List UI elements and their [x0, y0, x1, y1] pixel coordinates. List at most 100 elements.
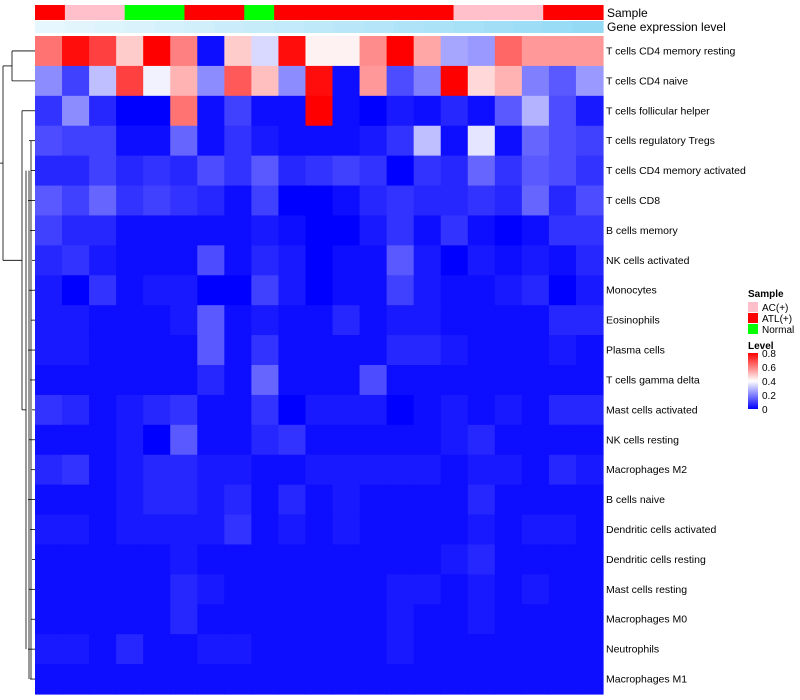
heatmap-cell — [116, 125, 144, 157]
heatmap-cell — [143, 155, 171, 187]
heatmap-cell — [494, 365, 523, 396]
heatmap-cell — [386, 155, 415, 187]
heatmap-cell — [521, 484, 550, 516]
heatmap-cell — [35, 275, 63, 306]
heatmap-cell — [413, 95, 442, 127]
heatmap-cell — [467, 125, 496, 157]
heatmap-cell — [197, 185, 225, 217]
heatmap-cell — [116, 36, 144, 67]
heatmap-cell — [143, 544, 171, 575]
heatmap-cell — [575, 215, 604, 246]
heatmap-cell — [359, 305, 388, 336]
heatmap-cell — [224, 544, 252, 575]
gene-expression-annotation-cell — [543, 21, 574, 33]
heatmap-cell — [332, 215, 361, 246]
gene-expression-annotation-cell — [363, 21, 395, 33]
heatmap-cell — [170, 604, 198, 635]
heatmap-cell — [467, 514, 496, 546]
heatmap-cell — [251, 95, 280, 127]
heatmap-cell — [170, 394, 198, 426]
heatmap-cell — [143, 604, 171, 635]
heatmap-cell — [521, 365, 550, 396]
heatmap-cell — [89, 125, 117, 157]
heatmap-cell — [386, 215, 415, 246]
heatmap-cell — [575, 95, 604, 127]
heatmap-cell — [467, 185, 496, 217]
heatmap-cell — [116, 245, 144, 276]
heatmap-cell — [89, 484, 117, 516]
heatmap-cell — [359, 484, 388, 516]
heatmap-cell — [548, 544, 577, 575]
heatmap-cell — [170, 574, 198, 605]
heatmap-cell — [278, 424, 307, 456]
heatmap-cell — [494, 664, 523, 695]
heatmap-cell — [575, 305, 604, 336]
heatmap-cell — [278, 125, 307, 157]
row-labels: T cells CD4 memory resting T cells CD4 na… — [606, 45, 746, 685]
heatmap-cell — [251, 634, 280, 665]
heatmap-cell — [386, 484, 415, 516]
heatmap-cell — [332, 335, 361, 366]
level-tick-0-2: 0.2 — [762, 391, 776, 402]
heatmap-cell — [251, 245, 280, 276]
heatmap-cell — [224, 155, 252, 187]
heatmap-cell — [521, 95, 550, 127]
gene-expression-annotation-cell — [333, 21, 365, 33]
heatmap-cell — [89, 185, 117, 217]
heatmap-cell — [305, 394, 334, 426]
heatmap-cell — [197, 65, 225, 97]
heatmap-cell — [467, 95, 496, 127]
sample-track-label: Sample — [607, 6, 648, 20]
heatmap-cell — [197, 484, 225, 516]
heatmap-cell — [575, 424, 604, 456]
heatmap-cell — [305, 454, 334, 486]
heatmap-cell — [251, 574, 280, 605]
heatmap-cell — [62, 275, 90, 306]
heatmap-cell — [386, 574, 415, 605]
row-label: Macrophages M1 — [606, 674, 687, 686]
heatmap-cell — [35, 394, 63, 426]
heatmap-cell — [467, 424, 496, 456]
heatmap-cell — [224, 275, 252, 306]
level-tick-0-8: 0.8 — [762, 349, 776, 360]
heatmap-cell — [305, 514, 334, 546]
heatmap-cell — [35, 95, 63, 127]
heatmap-cell — [332, 95, 361, 127]
heatmap-cell — [278, 604, 307, 635]
sample-annotation-cell — [35, 5, 66, 20]
sample-annotation-cell — [543, 5, 574, 20]
heatmap-cell — [440, 185, 469, 217]
heatmap-cell — [170, 544, 198, 575]
heatmap-cell — [548, 454, 577, 486]
heatmap-cell — [386, 185, 415, 217]
legend-swatch-atl — [748, 313, 758, 323]
heatmap-cell — [521, 664, 550, 695]
heatmap-cell — [278, 305, 307, 336]
gene-expression-annotation-cell — [573, 21, 604, 33]
heatmap-cell — [197, 95, 225, 127]
heatmap-cell — [35, 125, 63, 157]
heatmap-cell — [143, 245, 171, 276]
heatmap-cell — [170, 155, 198, 187]
heatmap-cell — [251, 215, 280, 246]
heatmap-cell — [197, 305, 225, 336]
heatmap-cell — [224, 305, 252, 336]
heatmap-cell — [332, 424, 361, 456]
heatmap-cell — [494, 95, 523, 127]
heatmap-cell — [224, 365, 252, 396]
row-label: T cells regulatory Tregs — [606, 135, 715, 147]
heatmap-cell — [62, 514, 90, 546]
heatmap-cell — [89, 335, 117, 366]
row-label: Dendritic cells activated — [606, 524, 716, 536]
heatmap-cell — [143, 664, 171, 695]
heatmap-cell — [440, 365, 469, 396]
heatmap-cell — [62, 634, 90, 665]
legend-swatch-normal — [748, 324, 758, 334]
heatmap-cell — [548, 365, 577, 396]
heatmap-cell — [170, 634, 198, 665]
row-label: Mast cells resting — [606, 584, 687, 596]
heatmap-cell — [575, 125, 604, 157]
heatmap-cell — [62, 155, 90, 187]
heatmap-cell — [467, 65, 496, 97]
heatmap-cell — [305, 305, 334, 336]
